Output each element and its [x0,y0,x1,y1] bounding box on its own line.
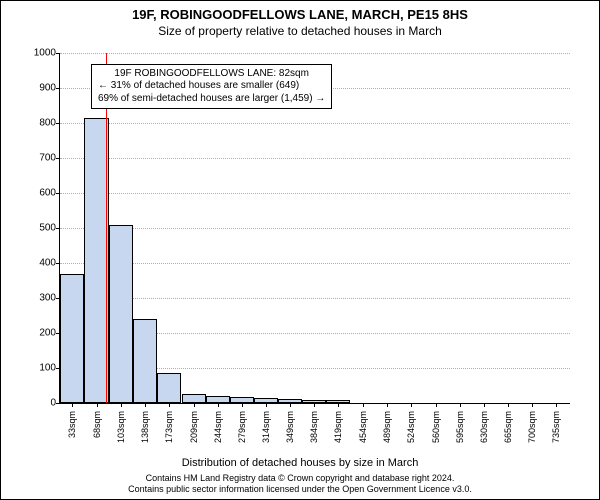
xtick-mark [411,403,412,407]
xtick-mark [556,403,557,407]
xtick-mark [169,403,170,407]
xtick-label: 314sqm [261,411,271,443]
ytick-label: 0 [50,398,60,409]
bar [133,319,157,403]
chart-subtitle: Size of property relative to detached ho… [1,24,599,38]
footer-line-2: Contains public sector information licen… [1,484,599,495]
xtick-label: 384sqm [309,411,319,443]
footer-line-1: Contains HM Land Registry data © Crown c… [1,473,599,484]
xtick-mark [121,403,122,407]
xtick-mark [338,403,339,407]
bar [182,394,206,403]
annotation-line: ← 31% of detached houses are smaller (64… [98,80,325,93]
xtick-label: 244sqm [213,411,223,443]
xtick-mark [314,403,315,407]
xtick-mark [194,403,195,407]
xtick-mark [97,403,98,407]
xtick-label: 33sqm [67,411,77,438]
plot: 0100200300400500600700800900100033sqm68s… [59,53,570,404]
ytick-label: 900 [39,83,60,94]
xtick-mark [72,403,73,407]
gridline [60,158,570,159]
chart-container: 19F, ROBINGOODFELLOWS LANE, MARCH, PE15 … [0,0,600,500]
ytick-label: 1000 [34,48,60,59]
annotation-box: 19F ROBINGOODFELLOWS LANE: 82sqm← 31% of… [91,64,332,110]
xtick-label: 524sqm [406,411,416,443]
xtick-mark [266,403,267,407]
ytick-label: 600 [39,188,60,199]
xtick-label: 489sqm [382,411,392,443]
xtick-mark [145,403,146,407]
footer-text: Contains HM Land Registry data © Crown c… [1,473,599,495]
xtick-mark [218,403,219,407]
xtick-label: 68sqm [92,411,102,438]
xtick-label: 209sqm [189,411,199,443]
xtick-label: 419sqm [333,411,343,443]
xtick-label: 138sqm [140,411,150,443]
bar [302,400,326,404]
xtick-label: 454sqm [358,411,368,443]
xtick-mark [460,403,461,407]
chart-title: 19F, ROBINGOODFELLOWS LANE, MARCH, PE15 … [1,7,599,22]
xtick-mark [484,403,485,407]
bar [326,400,350,403]
gridline [60,298,570,299]
gridline [60,53,570,54]
xtick-label: 103sqm [116,411,126,443]
xtick-mark [387,403,388,407]
xtick-label: 560sqm [431,411,441,443]
xtick-label: 173sqm [164,411,174,443]
x-axis-label: Distribution of detached houses by size … [1,457,599,469]
gridline [60,123,570,124]
bar [254,398,278,403]
bar [84,118,108,403]
gridline [60,193,570,194]
xtick-label: 630sqm [479,411,489,443]
bar [109,225,133,404]
bar [278,399,302,403]
xtick-label: 279sqm [237,411,247,443]
ytick-label: 400 [39,258,60,269]
ytick-label: 300 [39,293,60,304]
ytick-label: 800 [39,118,60,129]
ytick-label: 200 [39,328,60,339]
annotation-line: 19F ROBINGOODFELLOWS LANE: 82sqm [98,68,325,81]
bar [157,373,181,403]
ytick-label: 700 [39,153,60,164]
xtick-label: 665sqm [503,411,513,443]
xtick-mark [242,403,243,407]
xtick-mark [290,403,291,407]
xtick-mark [363,403,364,407]
xtick-mark [532,403,533,407]
xtick-label: 735sqm [551,411,561,443]
xtick-mark [508,403,509,407]
bar [206,396,230,403]
annotation-line: 69% of semi-detached houses are larger (… [98,93,325,106]
xtick-mark [436,403,437,407]
xtick-label: 595sqm [455,411,465,443]
plot-area: 0100200300400500600700800900100033sqm68s… [59,53,569,403]
xtick-label: 700sqm [527,411,537,443]
bar [60,274,84,404]
xtick-label: 349sqm [285,411,295,443]
gridline [60,263,570,264]
ytick-label: 500 [39,223,60,234]
ytick-label: 100 [39,363,60,374]
bar [230,397,254,403]
gridline [60,228,570,229]
